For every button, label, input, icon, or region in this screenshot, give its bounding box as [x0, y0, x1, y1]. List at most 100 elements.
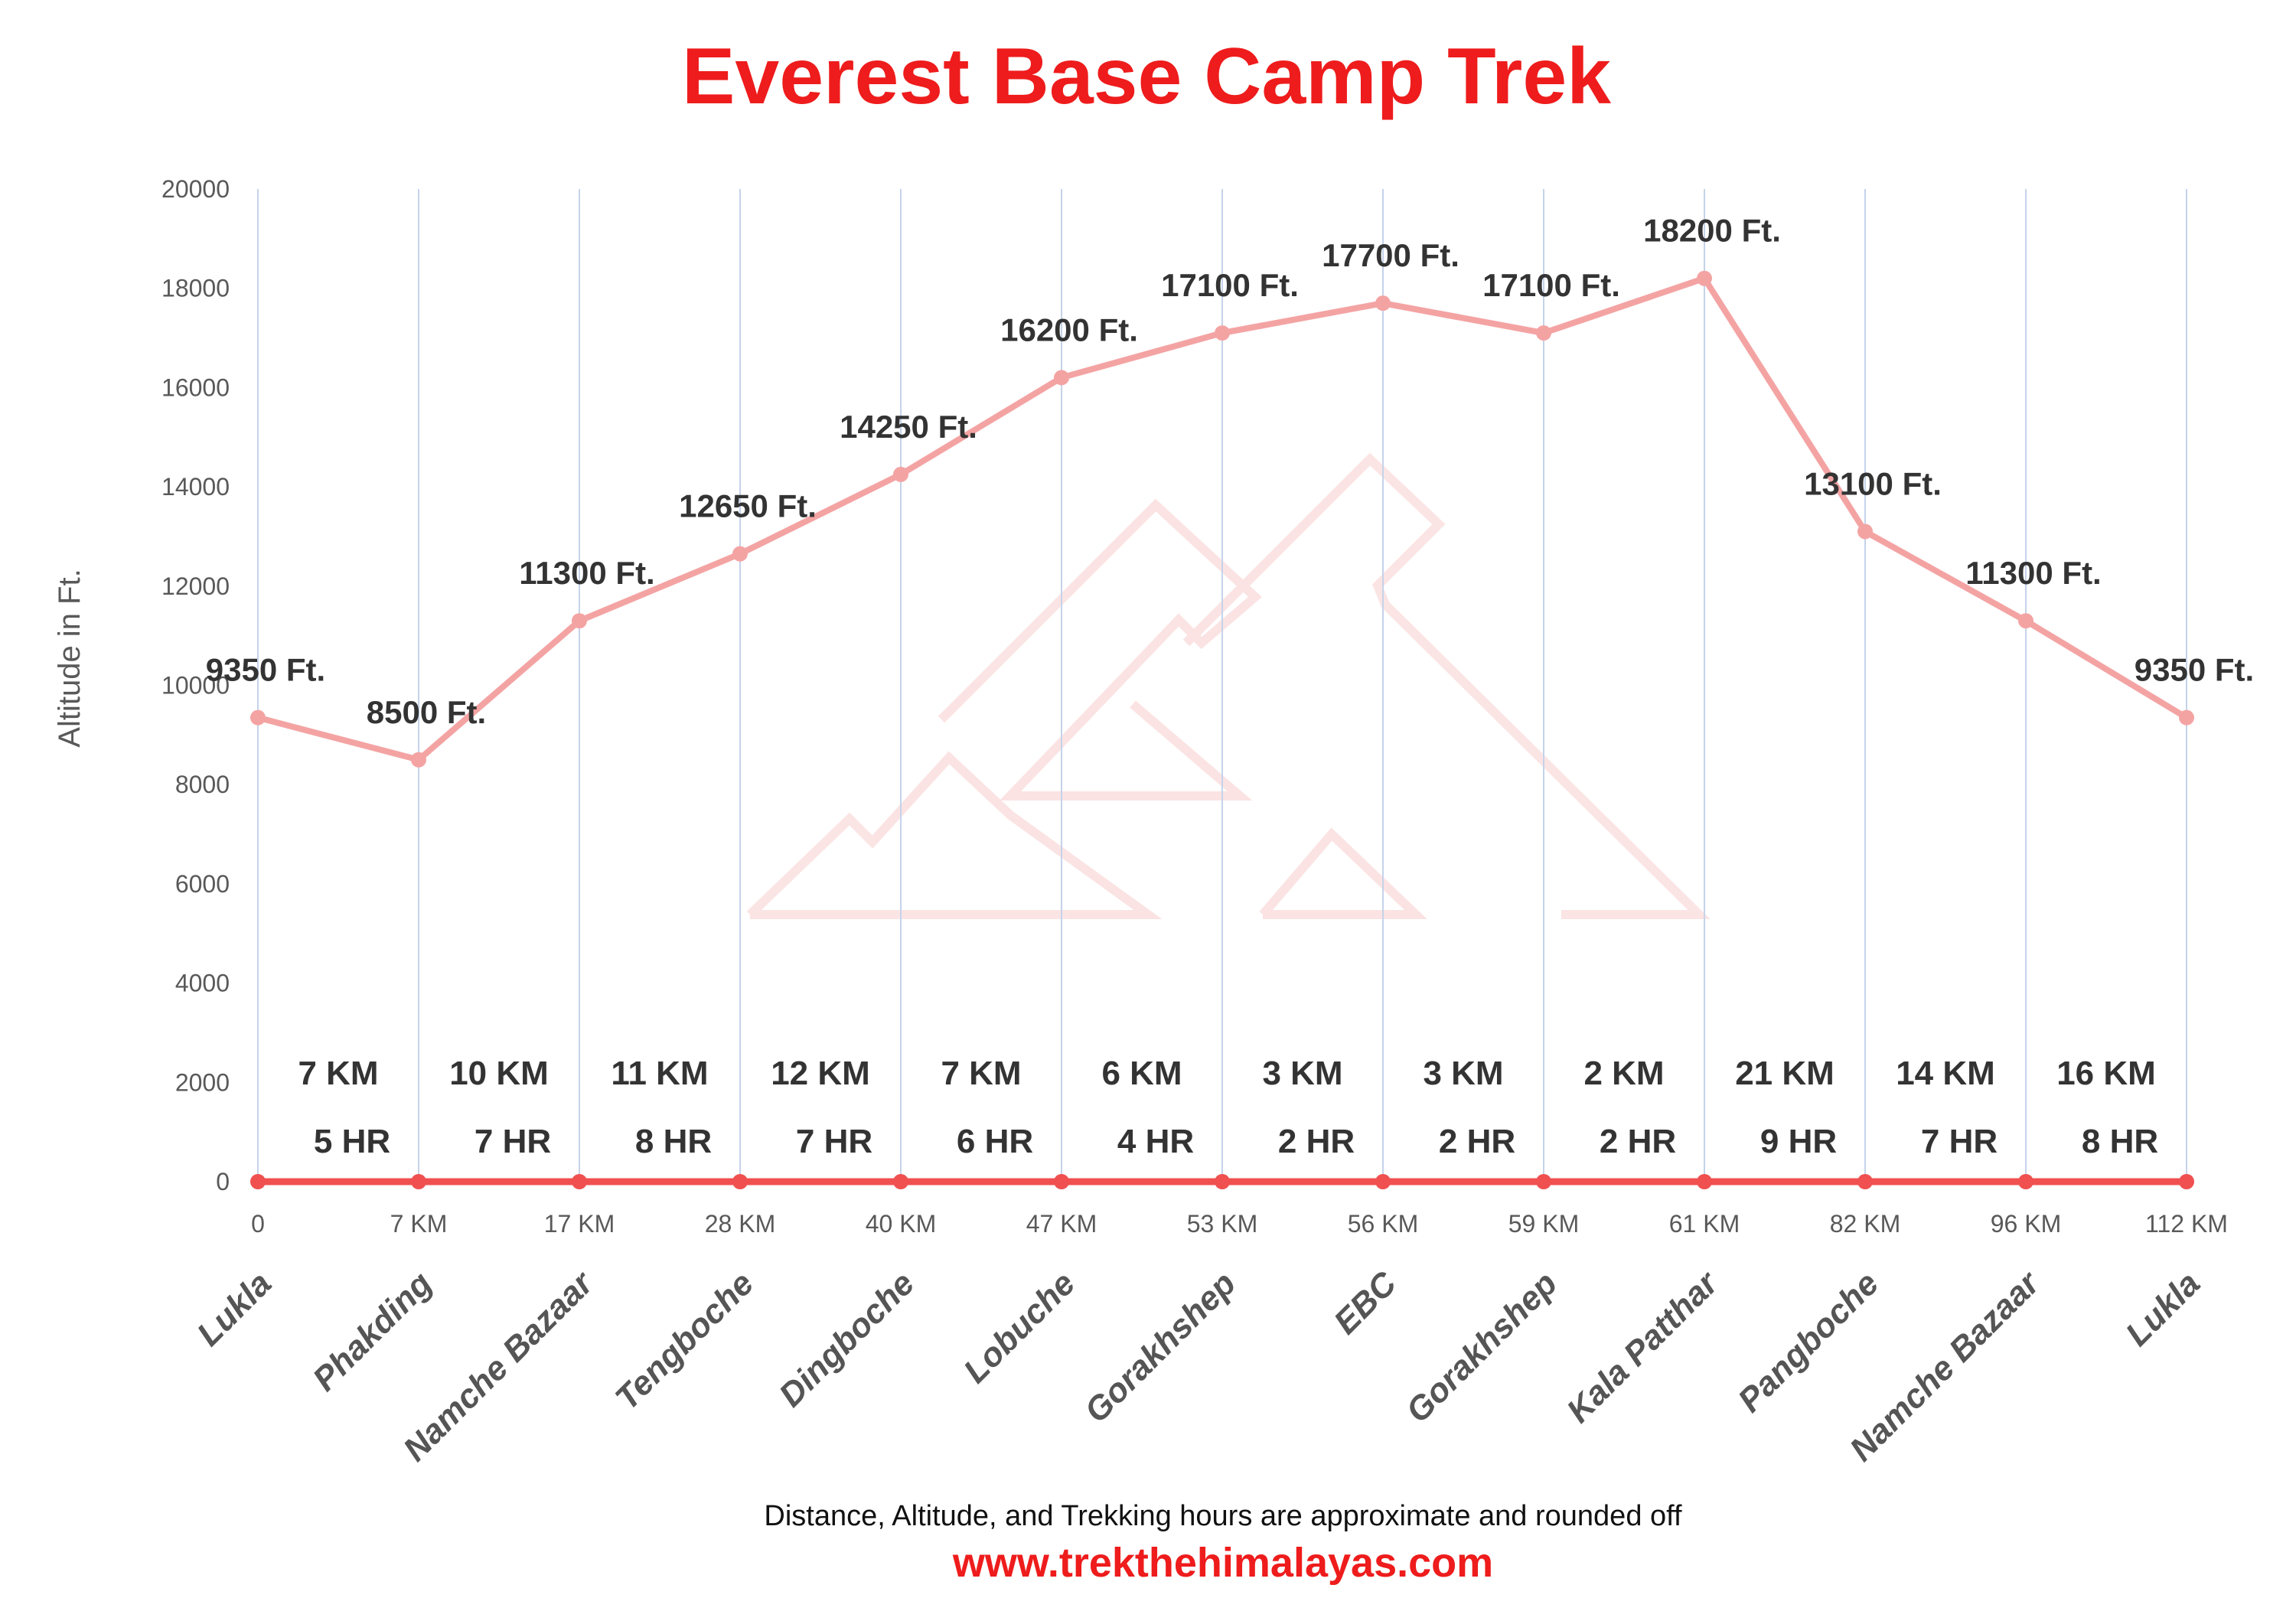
- baseline-point: [893, 1174, 908, 1189]
- segment-hours-label: 2 HR: [1600, 1123, 1676, 1160]
- x-location-label: Tengboche: [608, 1264, 761, 1417]
- altitude-data-label: 9350 Ft.: [2135, 652, 2254, 688]
- x-distance-label: 96 KM: [1991, 1210, 2061, 1238]
- altitude-data-label: 18200 Ft.: [1643, 213, 1781, 249]
- altitude-point: [2179, 709, 2194, 726]
- x-distance-label: 82 KM: [1830, 1210, 1900, 1238]
- baseline-point: [1697, 1174, 1712, 1189]
- segment-distance-label: 7 KM: [298, 1055, 378, 1092]
- x-distance-label: 0: [251, 1210, 265, 1238]
- altitude-data-label: 13100 Ft.: [1804, 465, 1942, 501]
- segment-hours-label: 9 HR: [1760, 1123, 1837, 1160]
- altitude-data-label: 11300 Ft.: [1965, 555, 2101, 591]
- segment-distance-label: 10 KM: [449, 1055, 549, 1092]
- segment-hours-label: 7 HR: [1921, 1123, 1998, 1160]
- altitude-data-label: 14250 Ft.: [840, 409, 977, 445]
- x-distance-label: 7 KM: [390, 1210, 448, 1238]
- segment-distance-label: 3 KM: [1423, 1055, 1503, 1092]
- x-location-label: Lukla: [2118, 1264, 2207, 1353]
- chart-title: Everest Base Camp Trek: [682, 32, 1611, 121]
- segment-hours-label: 6 HR: [957, 1123, 1033, 1160]
- altitude-point: [1536, 325, 1551, 341]
- altitude-point: [732, 546, 748, 562]
- x-distance-label: 112 KM: [2145, 1210, 2228, 1238]
- segment-hours-label: 8 HR: [2082, 1123, 2158, 1160]
- x-location-label: Kala Patthar: [1560, 1263, 1727, 1430]
- altitude-point: [1054, 370, 1069, 386]
- segment-distance-label: 16 KM: [2056, 1055, 2156, 1092]
- baseline-point: [1857, 1174, 1873, 1189]
- baseline-point: [411, 1174, 426, 1189]
- segment-distance-label: 12 KM: [771, 1055, 870, 1092]
- y-tick-label: 20000: [161, 175, 230, 203]
- x-location-label: Dingboche: [772, 1264, 921, 1414]
- segment-distance-label: 11 KM: [611, 1055, 708, 1092]
- x-location-label: Lobuche: [957, 1264, 1082, 1390]
- altitude-point: [572, 613, 587, 629]
- baseline-point: [2179, 1174, 2194, 1189]
- altitude-data-label: 11300 Ft.: [519, 555, 654, 591]
- baseline-point: [2018, 1174, 2033, 1189]
- altitude-data-label: 17100 Ft.: [1161, 267, 1299, 303]
- baseline-point: [1054, 1174, 1069, 1189]
- x-distance-label: 28 KM: [705, 1210, 775, 1238]
- altitude-data-label: 12650 Ft.: [679, 488, 817, 524]
- segment-hours-label: 8 HR: [635, 1123, 712, 1160]
- altitude-point: [1697, 270, 1712, 286]
- y-axis-title: Altitude in Ft.: [53, 569, 86, 747]
- y-tick-label: 2000: [175, 1068, 230, 1096]
- segment-hours-label: 7 HR: [475, 1123, 551, 1160]
- x-location-label: Gorakhshep: [1399, 1264, 1564, 1430]
- altitude-data-label: 17100 Ft.: [1482, 267, 1620, 303]
- baseline-point: [732, 1174, 748, 1189]
- y-tick-label: 8000: [175, 771, 230, 798]
- segment-hours-label: 2 HR: [1439, 1123, 1515, 1160]
- y-tick-label: 6000: [175, 870, 230, 898]
- x-location-label: Lukla: [190, 1264, 279, 1353]
- y-tick-label: 10000: [161, 672, 230, 700]
- x-location-label: Phakding: [305, 1264, 439, 1398]
- y-tick-label: 18000: [161, 275, 230, 302]
- segment-hours-label: 2 HR: [1278, 1123, 1355, 1160]
- x-distance-label: 61 KM: [1669, 1210, 1740, 1238]
- website-link[interactable]: www.trekthehimalayas.com: [952, 1540, 1493, 1586]
- x-distance-label: 47 KM: [1026, 1210, 1097, 1238]
- segment-distance-label: 6 KM: [1101, 1055, 1182, 1092]
- x-location-label: Pangboche: [1731, 1264, 1886, 1419]
- x-location-label: EBC: [1327, 1264, 1404, 1342]
- x-distance-label: 56 KM: [1348, 1210, 1418, 1238]
- altitude-data-label: 16200 Ft.: [1000, 311, 1138, 347]
- segment-hours-label: 4 HR: [1117, 1123, 1194, 1160]
- watermark-logo: [746, 452, 1711, 919]
- x-distance-label: 59 KM: [1508, 1210, 1579, 1238]
- baseline-point: [250, 1174, 266, 1189]
- segment-distance-label: 21 KM: [1735, 1055, 1835, 1092]
- altitude-point: [1215, 325, 1230, 341]
- segment-hours-label: 7 HR: [796, 1123, 872, 1160]
- altitude-data-label: 8500 Ft.: [367, 694, 486, 730]
- footnote: Distance, Altitude, and Trekking hours a…: [764, 1500, 1682, 1532]
- x-location-label: Gorakhshep: [1078, 1264, 1243, 1430]
- y-tick-label: 16000: [161, 373, 230, 401]
- y-tick-label: 0: [216, 1168, 230, 1195]
- altitude-point: [893, 466, 908, 482]
- altitude-point: [1857, 523, 1873, 540]
- x-distance-label: 53 KM: [1187, 1210, 1257, 1238]
- baseline-point: [1536, 1174, 1551, 1189]
- x-distance-label: 17 KM: [544, 1210, 615, 1238]
- altitude-point: [1375, 295, 1391, 311]
- y-tick-label: 14000: [161, 473, 230, 501]
- segment-hours-label: 5 HR: [314, 1123, 390, 1160]
- y-tick-label: 12000: [161, 572, 230, 600]
- baseline-point: [1375, 1174, 1391, 1189]
- altitude-point: [2018, 613, 2033, 629]
- altitude-data-label: 9350 Ft.: [206, 652, 325, 688]
- segment-distance-label: 3 KM: [1262, 1055, 1342, 1092]
- y-tick-label: 4000: [175, 970, 230, 997]
- baseline-point: [572, 1174, 587, 1189]
- altitude-point: [411, 752, 426, 768]
- segment-distance-label: 2 KM: [1583, 1055, 1664, 1092]
- segment-distance-label: 14 KM: [1896, 1055, 1995, 1092]
- segment-distance-label: 7 KM: [941, 1055, 1021, 1092]
- altitude-data-label: 17700 Ft.: [1322, 237, 1459, 273]
